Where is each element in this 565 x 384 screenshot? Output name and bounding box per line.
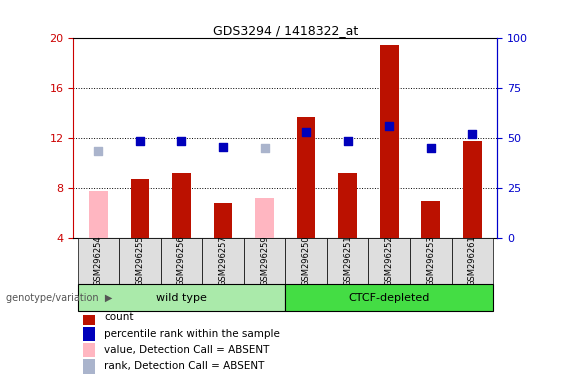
Bar — [285, 238, 327, 284]
Text: GSM296256: GSM296256 — [177, 236, 186, 286]
Bar — [214, 203, 232, 238]
Text: GSM296257: GSM296257 — [219, 236, 228, 286]
Bar — [327, 238, 368, 284]
Bar — [83, 310, 95, 325]
Bar — [244, 238, 285, 284]
Bar — [83, 327, 95, 341]
Point — [468, 131, 477, 137]
Point — [219, 144, 228, 150]
Text: GSM296250: GSM296250 — [302, 236, 311, 286]
Bar — [172, 173, 191, 238]
Bar — [119, 238, 160, 284]
Text: GSM296252: GSM296252 — [385, 236, 394, 286]
Point — [426, 145, 435, 151]
Title: GDS3294 / 1418322_at: GDS3294 / 1418322_at — [212, 24, 358, 37]
Text: percentile rank within the sample: percentile rank within the sample — [105, 329, 280, 339]
Point — [385, 123, 394, 129]
Text: GSM296251: GSM296251 — [343, 236, 352, 286]
Bar — [160, 238, 202, 284]
Point — [302, 129, 311, 135]
Text: value, Detection Call = ABSENT: value, Detection Call = ABSENT — [105, 345, 270, 355]
Text: GSM296254: GSM296254 — [94, 236, 103, 286]
Text: rank, Detection Call = ABSENT: rank, Detection Call = ABSENT — [105, 361, 265, 371]
Text: GSM296261: GSM296261 — [468, 236, 477, 286]
Point — [343, 138, 352, 144]
Text: count: count — [105, 313, 134, 323]
Bar — [83, 343, 95, 357]
Bar — [368, 238, 410, 284]
Bar — [285, 284, 493, 311]
Bar — [410, 238, 451, 284]
Text: GSM296255: GSM296255 — [136, 236, 145, 286]
Bar — [77, 238, 119, 284]
Text: genotype/variation  ▶: genotype/variation ▶ — [6, 293, 112, 303]
Bar — [380, 45, 398, 238]
Text: GSM296259: GSM296259 — [260, 236, 269, 286]
Bar — [202, 238, 244, 284]
Bar — [255, 198, 274, 238]
Bar — [83, 359, 95, 374]
Bar — [451, 238, 493, 284]
Text: GSM296253: GSM296253 — [426, 236, 435, 286]
Bar — [463, 141, 481, 238]
Bar — [89, 190, 108, 238]
Bar — [421, 200, 440, 238]
Bar — [131, 179, 149, 238]
Bar — [338, 173, 357, 238]
Bar — [77, 284, 285, 311]
Point — [136, 138, 145, 144]
Bar — [297, 117, 315, 238]
Point — [94, 147, 103, 154]
Point — [260, 145, 269, 151]
Text: CTCF-depleted: CTCF-depleted — [349, 293, 430, 303]
Text: wild type: wild type — [156, 293, 207, 303]
Point — [177, 138, 186, 144]
